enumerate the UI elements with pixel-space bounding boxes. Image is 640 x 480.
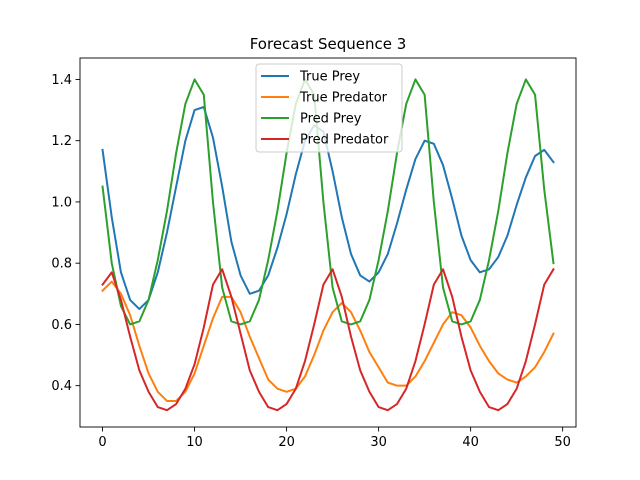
y-tick-label: 0.8 — [51, 257, 72, 272]
y-tick-label: 0.4 — [51, 379, 72, 394]
legend-box — [255, 63, 403, 153]
y-tick-label: 1.2 — [51, 134, 72, 149]
x-tick-label: 30 — [370, 435, 387, 450]
series-line-pred-prey — [101, 78, 555, 326]
y-tick-label: 1.4 — [51, 73, 72, 88]
x-tick-label: 0 — [98, 435, 106, 450]
chart-title: Forecast Sequence 3 — [250, 35, 407, 53]
series-line-true-predator — [101, 280, 555, 402]
x-tick-label: 40 — [462, 435, 479, 450]
y-tick-label: 1.0 — [51, 195, 72, 210]
y-tick-label: 0.6 — [51, 318, 72, 333]
x-axis: 0 10 20 30 40 50 — [98, 427, 571, 450]
y-axis: 0.4 0.6 0.8 1.0 1.2 1.4 — [51, 73, 80, 394]
legend: True Prey True Predator Pred Prey Pred Pred… — [255, 63, 403, 153]
x-tick-label: 20 — [278, 435, 295, 450]
x-tick-label: 50 — [554, 435, 571, 450]
legend-label: Pred Prey — [300, 112, 362, 127]
legend-label: True Predator — [299, 91, 388, 106]
series-line-pred-predator — [101, 267, 555, 412]
x-tick-label: 10 — [186, 435, 203, 450]
plot-area — [101, 78, 555, 412]
legend-label: Pred Predator — [300, 133, 389, 148]
legend-label: True Prey — [299, 70, 360, 85]
axes-frame — [79, 57, 577, 428]
